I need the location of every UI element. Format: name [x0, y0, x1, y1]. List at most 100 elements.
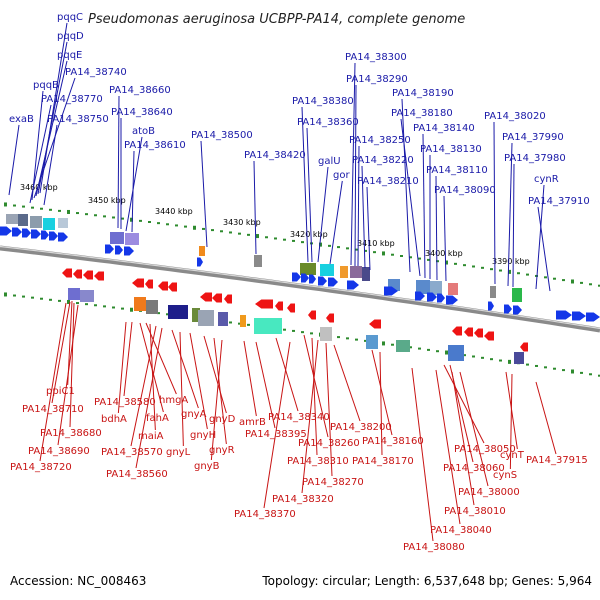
bottom-callout-20 [275, 337, 299, 412]
tick-mark [346, 247, 349, 250]
gene-arrow-36 [200, 292, 212, 302]
bottom-label-31: PA14_38080 [403, 542, 465, 553]
tick-mark [481, 356, 484, 359]
bottom-label-18: amrB [239, 417, 266, 428]
tick-mark [373, 251, 376, 254]
top-callout-19 [354, 84, 357, 267]
tick-mark [211, 229, 214, 232]
top-callout-32 [535, 184, 545, 290]
bottom-label-35: cynT [500, 450, 525, 461]
feature-block-8 [254, 255, 262, 267]
tick-mark [472, 265, 475, 268]
bottom-callout-lines [39, 300, 557, 542]
bottom-callout-4 [39, 302, 67, 462]
top-callout-16 [317, 166, 329, 263]
top-callout-0 [39, 22, 68, 194]
tick-mark [220, 230, 223, 233]
tick-mark [562, 369, 565, 372]
bottom-callout-5 [117, 321, 127, 414]
bottom-callout-31 [411, 367, 434, 542]
tick-mark [337, 336, 340, 339]
tick-mark [355, 248, 358, 251]
bottom-callout-28 [379, 351, 383, 456]
tick-mark [364, 339, 367, 342]
top-label-5: PA14_38770 [41, 94, 103, 105]
tick-mark [391, 253, 394, 256]
tick-mark [427, 258, 430, 261]
gene-arrow-37 [212, 293, 222, 303]
tick-mark [157, 312, 160, 315]
tick-mark [247, 233, 250, 236]
tick-mark [319, 242, 322, 247]
feature-block-22 [134, 297, 146, 311]
bottom-label-6: PA14_38580 [94, 397, 156, 408]
tick-mark [418, 257, 421, 260]
tick-mark [337, 246, 340, 249]
bottom-label-25: PA14_38270 [302, 477, 364, 488]
tick-mark [355, 338, 358, 341]
bottom-label-28: PA14_38170 [352, 456, 414, 467]
gene-arrow-47 [474, 328, 483, 338]
tick-mark [571, 369, 574, 374]
bottom-label-8: hmgA [159, 395, 188, 406]
bottom-callout-14 [189, 332, 208, 430]
gene-arrow-40 [275, 301, 283, 311]
feature-block-5 [110, 232, 124, 244]
bottom-callout-6 [123, 321, 133, 397]
top-callout-11 [131, 150, 135, 233]
top-callout-10 [125, 136, 143, 232]
bottom-label-1: PA14_38710 [22, 404, 84, 415]
tick-mark [22, 295, 25, 298]
top-callout-6 [8, 124, 20, 196]
gene-arrow-5 [49, 231, 58, 241]
tick-mark [427, 348, 430, 351]
tick-mark [310, 332, 313, 335]
tick-mark [202, 227, 205, 230]
feature-block-28 [240, 315, 246, 327]
bottom-label-10: PA14_38570 [101, 447, 163, 458]
scale-label-3: 3430 kbp [223, 218, 261, 227]
tick-mark [148, 220, 151, 223]
gene-arrow-29 [73, 269, 82, 279]
gene-arrow-19 [427, 292, 437, 302]
feature-block-27 [218, 312, 228, 326]
tick-mark [238, 232, 241, 235]
bottom-callout-37 [535, 381, 557, 455]
feature-block-19 [512, 288, 522, 302]
tick-mark [112, 306, 115, 309]
tick-mark [157, 222, 160, 225]
top-label-25: PA14_38140 [413, 123, 475, 134]
feature-block-12 [350, 266, 362, 278]
scale-label-6: 3400 kbp [425, 249, 463, 258]
bottom-label-36: cynS [493, 470, 517, 481]
bottom-label-13: gnyL [166, 447, 191, 458]
tick-rows [4, 202, 600, 377]
feature-block-24 [168, 305, 188, 319]
bottom-label-2: PA14_38680 [40, 428, 102, 439]
top-callout-33 [537, 206, 551, 292]
top-label-24: PA14_38180 [391, 108, 453, 119]
bottom-label-9: maiA [138, 431, 164, 442]
gene-arrow-26 [572, 311, 586, 321]
bottom-callout-1 [51, 301, 71, 404]
feature-block-4 [58, 218, 68, 228]
top-gene-labels: pqqC pqqD pqqE PA14_38740 pqqB PA14_38770 exaB… [9, 12, 590, 207]
bottom-callout-32 [435, 369, 461, 525]
scale-label-2: 3440 kbp [155, 207, 193, 216]
gene-arrow-11 [292, 272, 301, 282]
top-callout-21 [361, 165, 366, 269]
bottom-label-3: PA14_38690 [28, 446, 90, 457]
gene-arrow-44 [369, 319, 381, 329]
tick-mark [499, 269, 502, 272]
backbone-highlight [0, 245, 600, 330]
bottom-label-17: gnyB [194, 461, 220, 472]
top-callout-2 [35, 60, 68, 197]
top-label-16: galU [318, 156, 341, 167]
gene-arrow-3 [31, 229, 41, 239]
feature-block-20 [68, 288, 80, 300]
bottom-label-4: PA14_38720 [10, 462, 72, 473]
tick-mark [364, 249, 367, 252]
bottom-label-22: PA14_38260 [298, 438, 360, 449]
feature-block-3 [43, 218, 55, 230]
tick-mark [67, 299, 70, 304]
